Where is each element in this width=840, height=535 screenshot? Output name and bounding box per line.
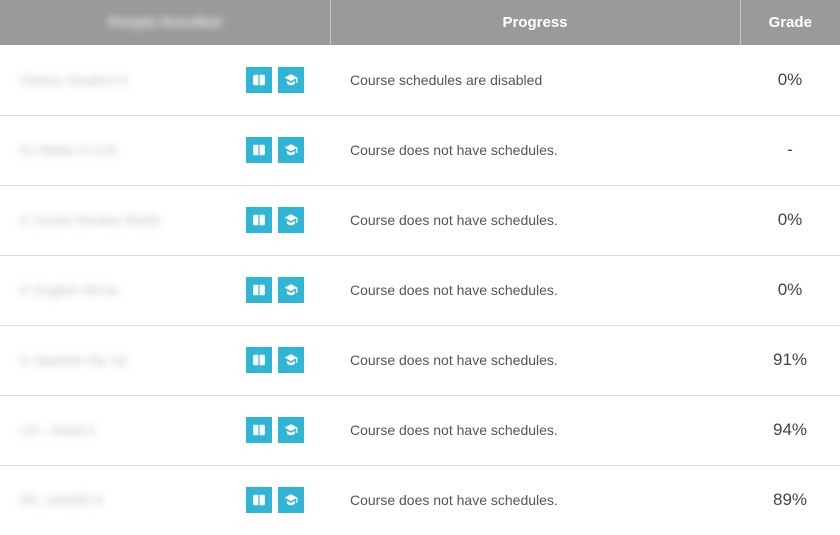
- header-course-label: People Enrolled: [108, 14, 221, 31]
- book-icon[interactable]: [246, 417, 272, 443]
- table-row: US - Adult A Course does not have schedul…: [0, 395, 840, 465]
- course-name: KJ Blake H.S.B: [20, 142, 116, 158]
- progress-cell: Course does not have schedules.: [330, 465, 740, 535]
- table-row: IPL 140492 8 Course does not have schedul…: [0, 465, 840, 535]
- course-name: K Spanish Aly Va: [20, 352, 126, 368]
- graduation-cap-icon[interactable]: [278, 137, 304, 163]
- progress-cell: Course does not have schedules.: [330, 185, 740, 255]
- header-course: People Enrolled: [0, 0, 330, 45]
- book-icon[interactable]: [246, 207, 272, 233]
- course-cell: K Spanish Aly Va: [0, 325, 330, 395]
- course-name: History Student A: [20, 72, 128, 88]
- table-header-row: People Enrolled Progress Grade: [0, 0, 840, 45]
- row-action-icons: [246, 207, 304, 233]
- course-cell: KJ Blake H.S.B: [0, 115, 330, 185]
- progress-cell: Course does not have schedules.: [330, 395, 740, 465]
- progress-cell: Course schedules are disabled: [330, 45, 740, 115]
- header-grade: Grade: [740, 0, 840, 45]
- book-icon[interactable]: [246, 137, 272, 163]
- row-action-icons: [246, 347, 304, 373]
- table-row: K Social Studies BaXb Course does not hav…: [0, 185, 840, 255]
- graduation-cap-icon[interactable]: [278, 417, 304, 443]
- row-action-icons: [246, 277, 304, 303]
- course-name: US - Adult A: [20, 422, 95, 438]
- row-action-icons: [246, 137, 304, 163]
- book-icon[interactable]: [246, 347, 272, 373]
- graduation-cap-icon[interactable]: [278, 67, 304, 93]
- row-action-icons: [246, 417, 304, 443]
- course-name: K English McVa: [20, 282, 118, 298]
- course-cell: K Social Studies BaXb: [0, 185, 330, 255]
- row-action-icons: [246, 487, 304, 513]
- graduation-cap-icon[interactable]: [278, 347, 304, 373]
- grade-cell: 0%: [740, 255, 840, 325]
- book-icon[interactable]: [246, 487, 272, 513]
- course-name: IPL 140492 8: [20, 492, 103, 508]
- course-cell: IPL 140492 8: [0, 465, 330, 535]
- course-name: K Social Studies BaXb: [20, 212, 160, 228]
- course-cell: US - Adult A: [0, 395, 330, 465]
- progress-cell: Course does not have schedules.: [330, 115, 740, 185]
- graduation-cap-icon[interactable]: [278, 207, 304, 233]
- book-icon[interactable]: [246, 67, 272, 93]
- book-icon[interactable]: [246, 277, 272, 303]
- row-action-icons: [246, 67, 304, 93]
- course-progress-table: People Enrolled Progress Grade History S…: [0, 0, 840, 535]
- table-row: KJ Blake H.S.B Course does not have sched…: [0, 115, 840, 185]
- table-row: History Student A Course schedules are di…: [0, 45, 840, 115]
- progress-cell: Course does not have schedules.: [330, 325, 740, 395]
- course-cell: History Student A: [0, 45, 330, 115]
- grade-cell: 0%: [740, 45, 840, 115]
- table-row: K English McVa Course does not have sched…: [0, 255, 840, 325]
- grade-cell: 91%: [740, 325, 840, 395]
- course-cell: K English McVa: [0, 255, 330, 325]
- grade-cell: 89%: [740, 465, 840, 535]
- graduation-cap-icon[interactable]: [278, 487, 304, 513]
- table-row: K Spanish Aly Va Course does not have sch…: [0, 325, 840, 395]
- header-progress: Progress: [330, 0, 740, 45]
- grade-cell: 94%: [740, 395, 840, 465]
- grade-cell: 0%: [740, 185, 840, 255]
- grade-cell: -: [740, 115, 840, 185]
- graduation-cap-icon[interactable]: [278, 277, 304, 303]
- progress-cell: Course does not have schedules.: [330, 255, 740, 325]
